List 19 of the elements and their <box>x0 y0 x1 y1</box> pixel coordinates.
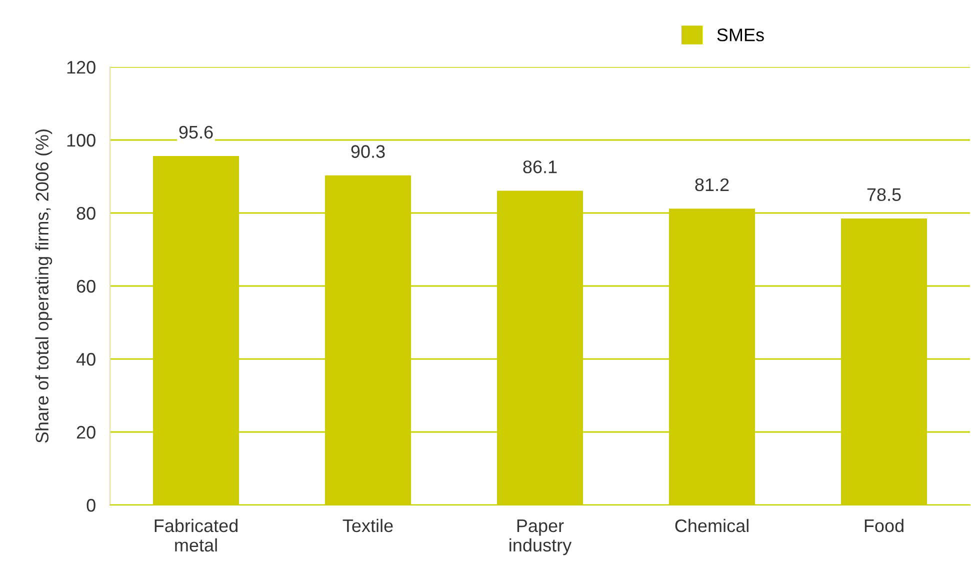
x-tick-label: Chemical <box>675 518 748 532</box>
data-label: 81.2 <box>695 178 729 192</box>
x-tick-label: Fabricated metal <box>154 518 238 552</box>
y-tick-label: 20 <box>76 426 96 439</box>
y-axis-title: Share of total operating firms, 2006 (%) <box>35 130 52 443</box>
y-tick-label: 100 <box>67 134 96 147</box>
x-tick-label: Food <box>864 518 904 532</box>
data-label: 86.1 <box>523 160 557 174</box>
y-tick-label: 120 <box>67 60 96 74</box>
y-tick-label: 0 <box>86 498 96 512</box>
y-tick-label: 60 <box>76 280 96 293</box>
y-tick-label: 40 <box>76 352 96 366</box>
data-label: 90.3 <box>351 145 385 158</box>
data-label: 95.6 <box>179 126 213 139</box>
x-tick-label: Textile <box>342 518 393 532</box>
y-tick-label: 80 <box>76 206 96 220</box>
data-label: 78.5 <box>867 188 901 202</box>
legend-label: SMEs <box>717 28 764 42</box>
x-tick-label: Paper industry <box>510 520 572 556</box>
